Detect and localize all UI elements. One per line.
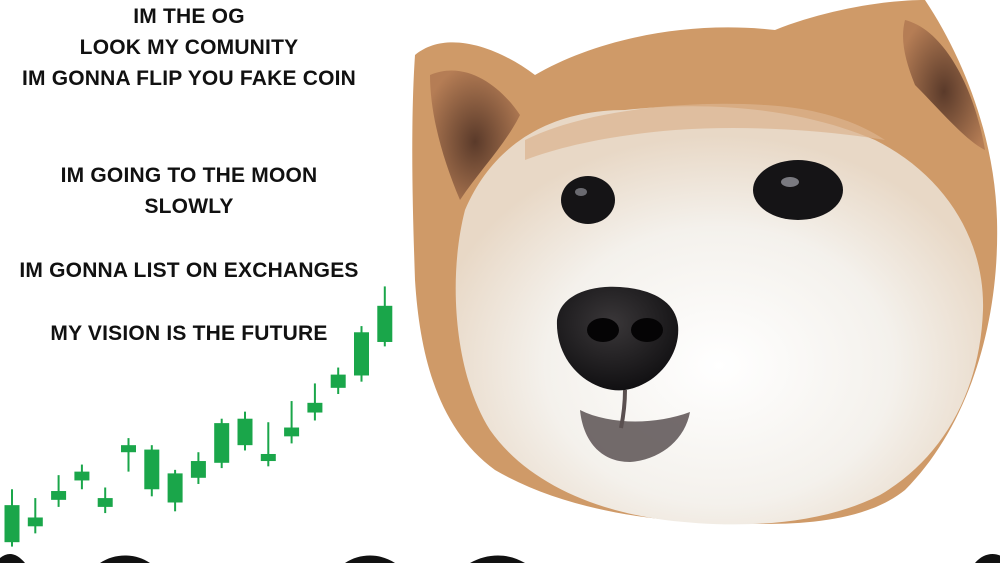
candle-body bbox=[354, 332, 369, 376]
candle-body bbox=[74, 471, 90, 481]
candle-body bbox=[237, 418, 253, 446]
mouth-shadow bbox=[580, 410, 690, 462]
doge-face-image bbox=[412, 0, 998, 525]
caption-line-moon: IM GOING TO THE MOON bbox=[60, 164, 318, 187]
candle-body bbox=[4, 505, 20, 543]
candle-body bbox=[167, 473, 183, 503]
caption-line-community: LOOK MY COMUNITY bbox=[79, 36, 299, 59]
candle-body bbox=[284, 427, 300, 437]
candle-body bbox=[214, 423, 230, 463]
caption-line-vision: MY VISION IS THE FUTURE bbox=[50, 322, 328, 345]
candle-body bbox=[121, 445, 136, 453]
candle-body bbox=[144, 449, 160, 490]
candlestick-chart bbox=[4, 286, 393, 547]
candle-body bbox=[377, 305, 393, 342]
candle-body bbox=[51, 491, 67, 500]
candle-body bbox=[260, 453, 276, 462]
caption-line-exchanges: IM GONNA LIST ON EXCHANGES bbox=[19, 259, 359, 282]
candle-body bbox=[27, 517, 43, 527]
left-ear-inner bbox=[430, 70, 520, 200]
right-ear-inner bbox=[903, 20, 985, 150]
left-eye bbox=[561, 176, 615, 224]
right-eye bbox=[753, 160, 843, 220]
caption-line-flip: IM GONNA FLIP YOU FAKE COIN bbox=[21, 67, 357, 90]
nose bbox=[556, 286, 679, 391]
face-white bbox=[455, 106, 984, 525]
candle-body bbox=[97, 498, 113, 507]
forehead-fur bbox=[525, 103, 885, 160]
caption-line-slowly: SLOWLY bbox=[144, 195, 234, 218]
candle-body bbox=[190, 461, 206, 478]
caption-line-og: IM THE OG bbox=[133, 5, 245, 28]
bottom-decoration bbox=[0, 554, 1000, 563]
candle-body bbox=[330, 374, 346, 388]
candle-body bbox=[307, 402, 323, 413]
